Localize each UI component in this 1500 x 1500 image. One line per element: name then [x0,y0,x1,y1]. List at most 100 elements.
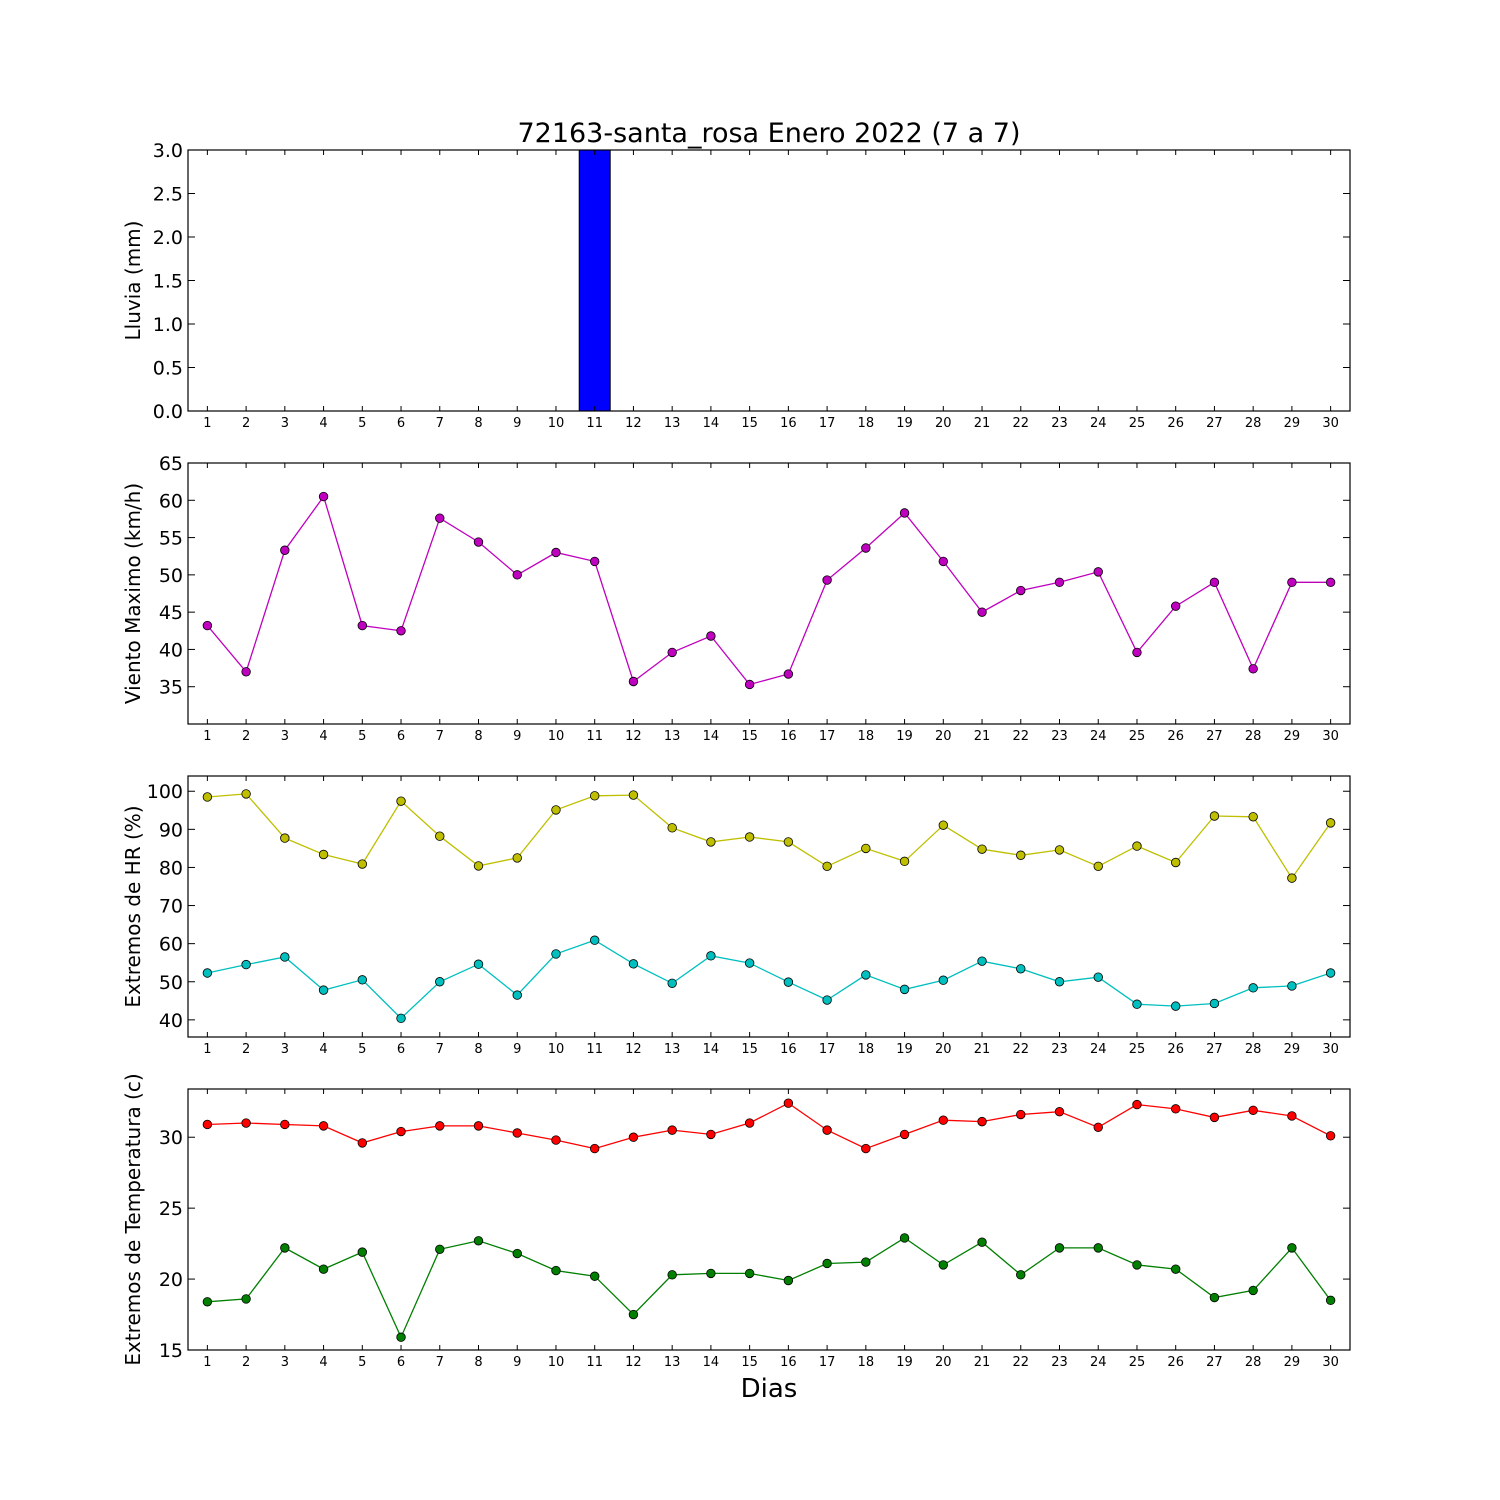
axes-frame-temperatura [187,1088,1351,1351]
xtick-label-humedad-20: 20 [935,1042,952,1057]
xtick-label-lluvia-25: 25 [1129,416,1146,431]
point-temperatura-0-13 [667,1125,677,1135]
xtick-label-lluvia-7: 7 [436,416,444,431]
point-temperatura-1-6 [396,1332,406,1342]
point-humedad-0-26 [1170,857,1181,868]
ytick-label-humedad-3: 70 [159,896,183,918]
ytick-label-humedad-5: 90 [159,819,183,841]
point-viento-0-24 [1093,567,1103,577]
point-temperatura-0-28 [1248,1105,1258,1115]
point-viento-0-14 [706,631,716,641]
point-viento-0-3 [280,545,290,555]
xtick-label-lluvia-10: 10 [548,416,565,431]
point-viento-0-30 [1325,577,1336,588]
point-viento-0-27 [1209,577,1220,588]
xtick-label-lluvia-13: 13 [664,416,681,431]
point-temperatura-1-10 [551,1265,561,1276]
xtick-label-temperatura-9: 9 [513,1355,521,1370]
xtick-label-viento-22: 22 [1012,729,1029,744]
point-humedad-1-9 [512,990,522,1000]
point-viento-0-21 [977,607,987,617]
point-temperatura-1-2 [241,1294,251,1304]
point-humedad-0-28 [1248,812,1258,822]
point-humedad-0-25 [1132,841,1142,851]
point-humedad-0-18 [861,843,871,854]
point-viento-0-12 [628,676,639,687]
ytick-label-lluvia-5: 2.5 [153,184,183,206]
point-humedad-0-24 [1093,861,1103,872]
point-temperatura-0-29 [1287,1111,1297,1121]
xtick-label-humedad-3: 3 [281,1042,289,1057]
point-viento-0-11 [590,556,600,567]
xtick-label-viento-26: 26 [1167,729,1184,744]
point-temperatura-0-11 [590,1143,600,1154]
xtick-label-temperatura-4: 4 [319,1355,327,1370]
point-temperatura-0-15 [744,1118,755,1128]
xtick-label-temperatura-23: 23 [1051,1355,1068,1370]
point-temperatura-0-1 [202,1119,213,1130]
xtick-label-humedad-15: 15 [741,1042,758,1057]
xtick-label-temperatura-24: 24 [1090,1355,1107,1370]
xtick-label-humedad-14: 14 [703,1042,720,1057]
xtick-label-viento-20: 20 [935,729,952,744]
point-temperatura-1-5 [357,1247,368,1257]
xtick-label-viento-18: 18 [858,729,875,744]
point-humedad-0-7 [435,831,445,841]
point-viento-0-25 [1132,647,1142,658]
xtick-label-lluvia-12: 12 [625,416,642,431]
xtick-label-humedad-18: 18 [858,1042,875,1057]
ytick-label-viento-6: 65 [159,453,183,475]
point-humedad-0-5 [357,859,368,869]
point-temperatura-1-20 [938,1260,949,1270]
xtick-label-humedad-29: 29 [1284,1042,1301,1057]
xtick-label-lluvia-9: 9 [513,416,521,431]
point-temperatura-0-17 [822,1125,832,1135]
point-humedad-1-19 [899,984,910,995]
xtick-label-temperatura-26: 26 [1167,1355,1184,1370]
point-humedad-1-14 [706,951,716,961]
point-humedad-0-27 [1209,811,1220,821]
point-viento-0-9 [512,570,522,580]
point-temperatura-0-18 [861,1143,871,1154]
point-temperatura-0-7 [435,1121,445,1131]
ytick-label-temperatura-2: 25 [159,1198,183,1220]
point-humedad-1-3 [280,952,290,962]
point-humedad-1-2 [241,959,251,970]
xtick-label-viento-1: 1 [203,729,211,744]
ytick-label-temperatura-1: 20 [159,1269,183,1291]
point-temperatura-1-23 [1054,1243,1065,1253]
point-temperatura-1-17 [822,1258,832,1269]
ytick-label-lluvia-3: 1.5 [153,271,183,293]
point-temperatura-0-4 [318,1121,329,1131]
xtick-label-humedad-5: 5 [358,1042,366,1057]
point-humedad-1-5 [357,975,368,985]
point-temperatura-0-27 [1209,1112,1220,1123]
point-temperatura-0-6 [396,1126,406,1137]
xtick-label-lluvia-16: 16 [780,416,797,431]
ytick-label-viento-1: 40 [159,639,183,661]
xtick-label-viento-5: 5 [358,729,366,744]
xtick-label-lluvia-1: 1 [203,416,211,431]
point-viento-0-8 [473,537,484,547]
xtick-label-temperatura-17: 17 [819,1355,836,1370]
point-humedad-0-17 [822,861,832,872]
xtick-label-viento-15: 15 [741,729,758,744]
xtick-label-temperatura-14: 14 [703,1355,720,1370]
point-temperatura-1-1 [202,1297,213,1307]
point-temperatura-0-25 [1132,1099,1142,1110]
ytick-label-humedad-1: 50 [159,972,183,994]
xtick-label-temperatura-22: 22 [1012,1355,1029,1370]
y-axis-label-humedad: Extremos de HR (%) [121,805,145,1007]
xtick-label-temperatura-10: 10 [548,1355,565,1370]
point-temperatura-1-7 [435,1244,445,1254]
xtick-label-viento-24: 24 [1090,729,1107,744]
xtick-label-humedad-30: 30 [1322,1042,1339,1057]
xtick-label-viento-23: 23 [1051,729,1068,744]
xtick-label-humedad-26: 26 [1167,1042,1184,1057]
xtick-label-humedad-10: 10 [548,1042,565,1057]
point-humedad-0-6 [396,796,406,806]
point-humedad-0-16 [783,837,794,847]
point-humedad-0-23 [1054,845,1065,855]
xtick-label-lluvia-23: 23 [1051,416,1068,431]
